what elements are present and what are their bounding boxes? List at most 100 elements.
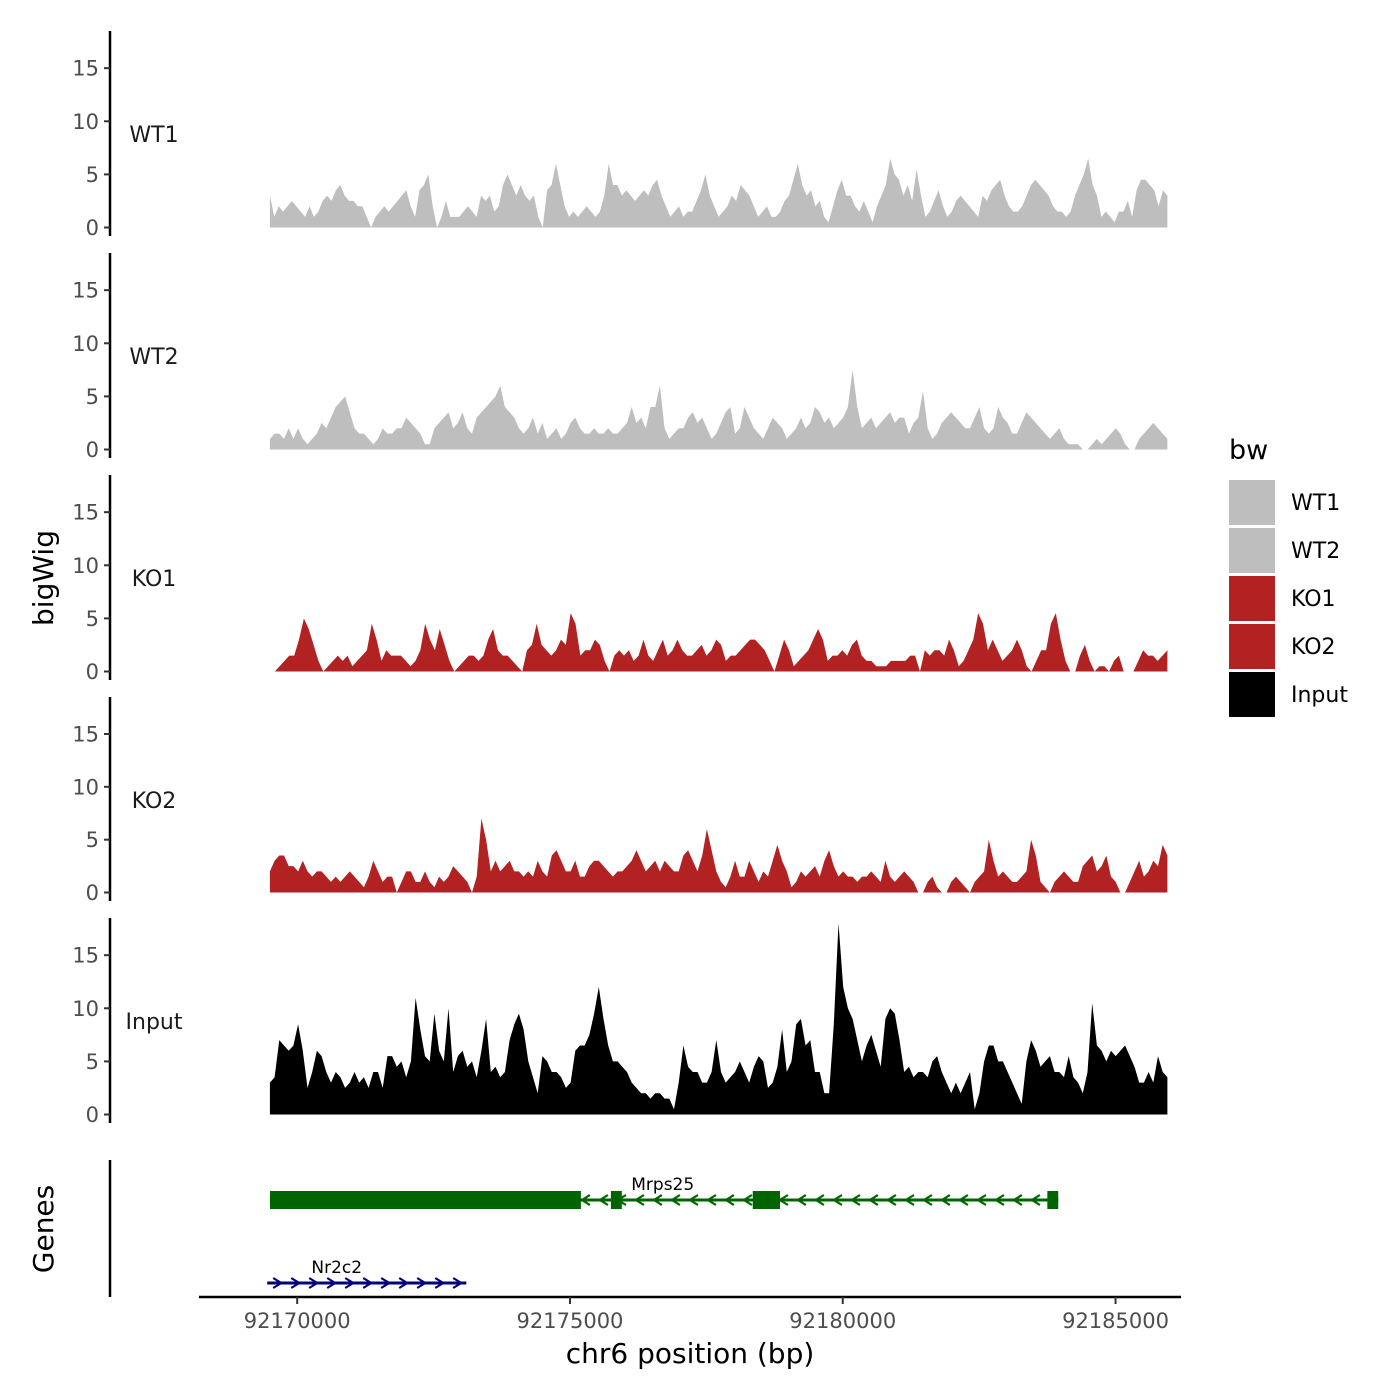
gene-exon [1047, 1191, 1059, 1209]
legend-swatch-wt2 [1229, 528, 1275, 573]
track-label: WT1 [129, 123, 178, 148]
strand-arrow [416, 1277, 428, 1289]
strand-arrow [849, 1194, 861, 1206]
strand-arrow [651, 1194, 663, 1206]
y-tick-label: 0 [86, 1103, 99, 1127]
gene-exon [610, 1191, 622, 1209]
gene-exon [269, 1191, 581, 1209]
y-tick-label: 15 [72, 722, 99, 746]
legend-swatch-ko1 [1229, 576, 1275, 621]
track-label: KO1 [132, 567, 177, 592]
strand-arrow [687, 1194, 699, 1206]
track-ko2: 0 5 10 15 KO2 [72, 697, 1168, 905]
signal-area-ko1 [269, 613, 1168, 672]
track-wt2: 0 5 10 15 WT2 [72, 253, 1168, 462]
strand-arrow [669, 1194, 681, 1206]
y-tick-label: 10 [72, 554, 99, 578]
y-tick-label: 5 [86, 607, 99, 631]
strand-arrow [597, 1194, 609, 1206]
strand-arrow [308, 1277, 320, 1289]
strand-arrow [326, 1277, 338, 1289]
strand-arrow [723, 1194, 735, 1206]
strand-arrow [579, 1194, 591, 1206]
gene-mrps25: Mrps25 [269, 1175, 1059, 1209]
y-tick-label: 0 [86, 881, 99, 905]
y-tick-label: 10 [72, 997, 99, 1021]
strand-arrow [434, 1277, 446, 1289]
strand-arrow [741, 1194, 753, 1206]
signal-area-wt1 [269, 158, 1168, 228]
y-tick-label: 15 [72, 57, 99, 81]
gene-track: Nr2c2 Mrps25 [108, 1160, 1059, 1297]
y-tick-label: 15 [72, 944, 99, 968]
strand-arrow [380, 1277, 392, 1289]
strand-arrow [1029, 1194, 1041, 1206]
strand-arrow [903, 1194, 915, 1206]
y-axis-title-genes: Genes [27, 1185, 60, 1273]
gene-exon [752, 1191, 781, 1209]
x-tick-label: 92185000 [1062, 1309, 1169, 1333]
legend: bw WT1 WT2 KO1 KO2 Input [1229, 435, 1348, 717]
x-tick-label: 92170000 [244, 1309, 351, 1333]
bigwig-tracks: 0 5 10 15 WT1 0 5 10 15 WT2 0 5 10 15 KO1 0 5 10 15 KO2 0 5 10… [72, 31, 1168, 1127]
strand-arrow [344, 1277, 356, 1289]
x-tick-label: 92180000 [789, 1309, 896, 1333]
strand-arrow [362, 1277, 374, 1289]
signal-area-ko2 [269, 818, 1168, 893]
track-wt1: 0 5 10 15 WT1 [72, 31, 1168, 240]
strand-arrow [957, 1194, 969, 1206]
y-tick-label: 5 [86, 163, 99, 187]
y-tick-label: 5 [86, 828, 99, 852]
y-tick-label: 15 [72, 501, 99, 525]
y-tick-label: 10 [72, 775, 99, 799]
signal-area-wt2 [269, 369, 1168, 450]
legend-label-ko2: KO2 [1291, 635, 1336, 660]
legend-label-wt1: WT1 [1291, 491, 1340, 516]
y-axis-title-bigwig: bigWig [27, 530, 60, 626]
strand-arrow [975, 1194, 987, 1206]
legend-label-wt2: WT2 [1291, 539, 1340, 564]
gene-label: Nr2c2 [311, 1258, 362, 1278]
legend-label-input: Input [1291, 683, 1348, 708]
legend-label-ko1: KO1 [1291, 587, 1336, 612]
y-tick-label: 0 [86, 216, 99, 240]
strand-arrow [1011, 1194, 1023, 1206]
strand-arrow [921, 1194, 933, 1206]
strand-arrow [867, 1194, 879, 1206]
strand-arrow [993, 1194, 1005, 1206]
legend-swatch-wt1 [1229, 480, 1275, 525]
track-label: KO2 [132, 789, 177, 814]
y-tick-label: 0 [86, 438, 99, 462]
strand-arrow [795, 1194, 807, 1206]
strand-arrow [813, 1194, 825, 1206]
x-axis-title: chr6 position (bp) [566, 1337, 815, 1370]
y-tick-label: 5 [86, 385, 99, 409]
x-tick-label: 92175000 [517, 1309, 624, 1333]
y-tick-label: 10 [72, 110, 99, 134]
strand-arrow [705, 1194, 717, 1206]
x-axis: 92170000 92175000 92180000 92185000 [199, 1295, 1181, 1333]
strand-arrow [452, 1277, 464, 1289]
y-tick-label: 5 [86, 1050, 99, 1074]
legend-swatch-input [1229, 672, 1275, 717]
legend-swatch-ko2 [1229, 624, 1275, 669]
strand-arrow [831, 1194, 843, 1206]
track-label: WT2 [129, 345, 178, 370]
signal-area-input [269, 923, 1168, 1115]
y-tick-label: 15 [72, 279, 99, 303]
strand-arrow [398, 1277, 410, 1289]
y-tick-label: 10 [72, 332, 99, 356]
gene-nr2c2: Nr2c2 [267, 1258, 467, 1289]
strand-arrow [885, 1194, 897, 1206]
legend-title: bw [1229, 435, 1268, 466]
gene-label: Mrps25 [631, 1175, 694, 1195]
y-tick-label: 0 [86, 660, 99, 684]
track-input: 0 5 10 15 Input [72, 918, 1168, 1127]
strand-arrow [272, 1277, 284, 1289]
track-label: Input [126, 1010, 183, 1035]
track-ko1: 0 5 10 15 KO1 [72, 475, 1168, 684]
strand-arrow [633, 1194, 645, 1206]
strand-arrow [290, 1277, 302, 1289]
strand-arrow [939, 1194, 951, 1206]
